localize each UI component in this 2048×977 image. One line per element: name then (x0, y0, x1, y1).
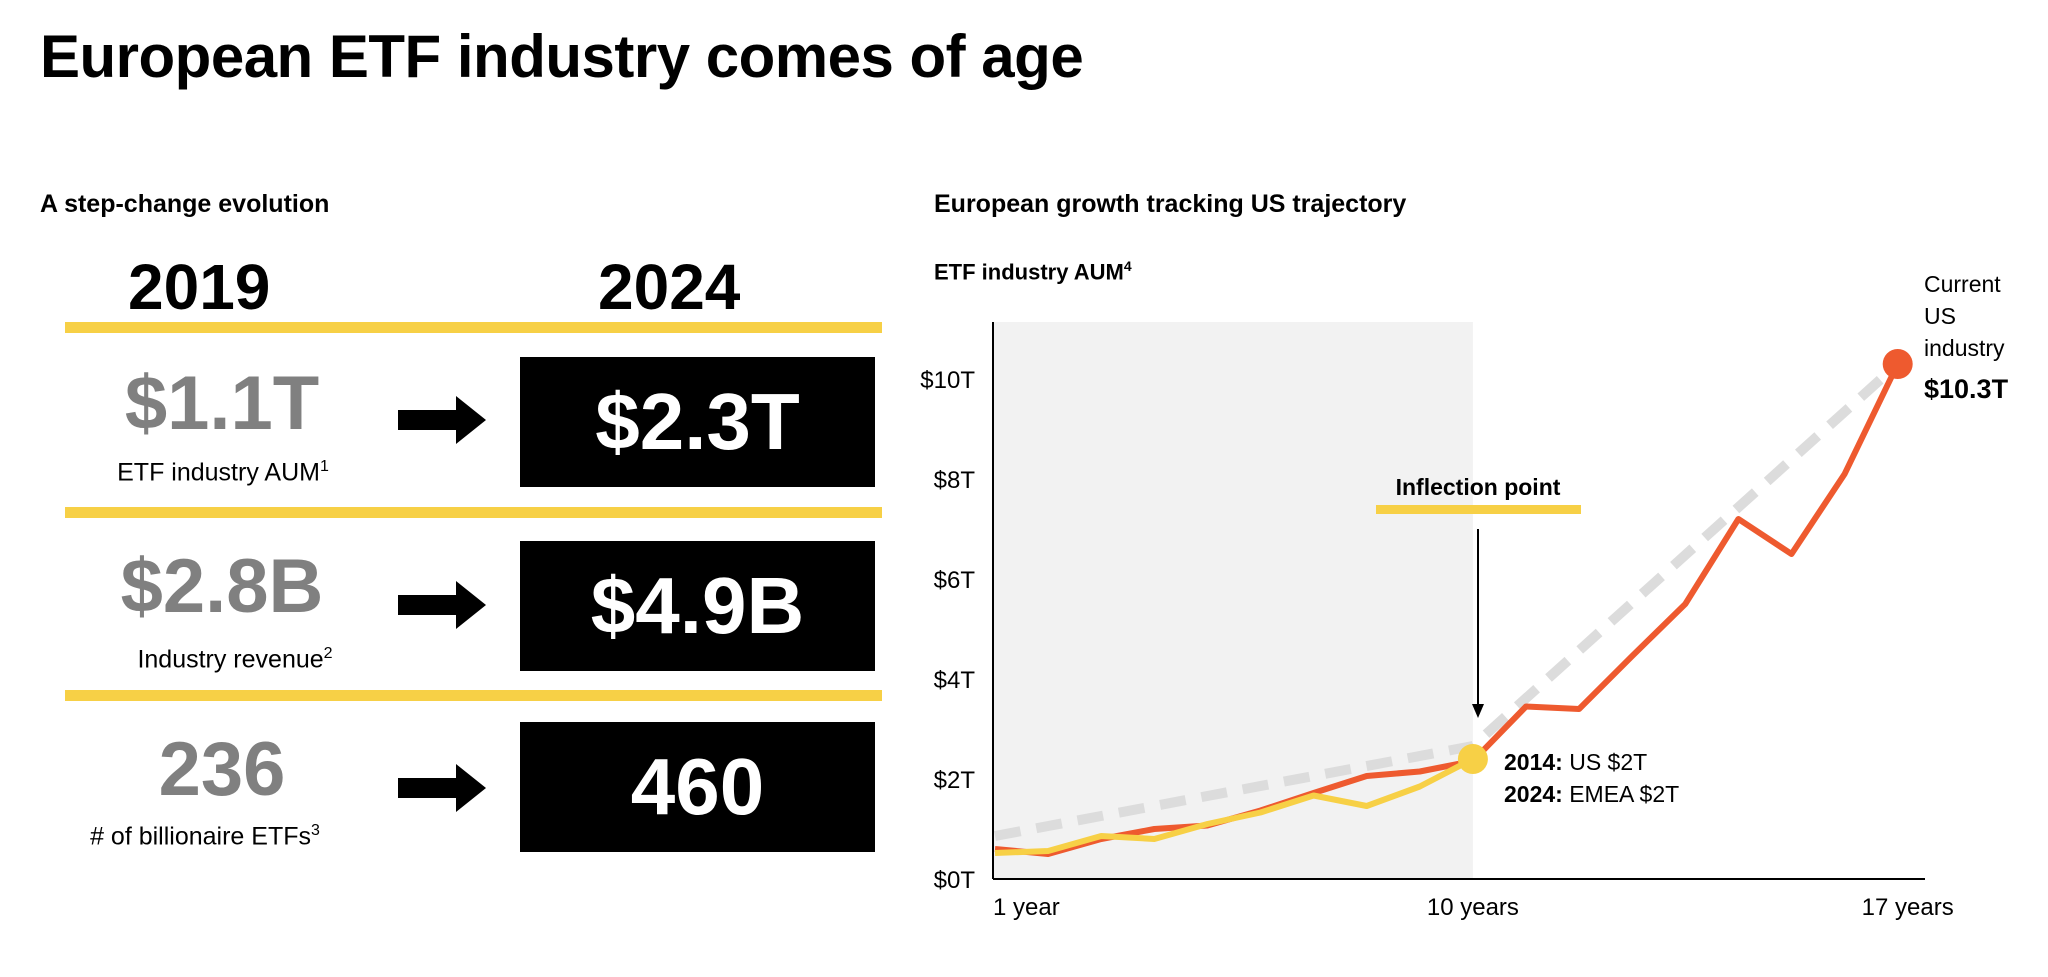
y-tick-label: $10T (920, 367, 975, 394)
metric-2019-aum: $1.1T (124, 361, 320, 446)
current-us-label: Current (1924, 271, 2001, 297)
divider-yellow (65, 322, 882, 333)
y-tick-label: $0T (934, 867, 976, 894)
arrow-down-icon (1472, 704, 1484, 718)
note-text: US $2T (1563, 749, 1647, 775)
chart-title: ETF industry AUM4 (934, 258, 1132, 285)
y-tick-label: $8T (934, 467, 976, 494)
inflection-note-2024: 2024: EMEA $2T (1504, 781, 1679, 807)
y-tick-label: $6T (934, 567, 976, 594)
metric-label-aum: ETF industry AUM1 (117, 458, 329, 487)
metric-label-billionaire-etfs: # of billionaire ETFs3 (90, 822, 320, 851)
year-from: 2019 (128, 251, 271, 323)
note-year: 2014: (1504, 749, 1563, 775)
note-year: 2024: (1504, 781, 1563, 807)
x-tick-label: 1 year (993, 894, 1060, 921)
divider-yellow (65, 690, 882, 701)
current-us-value: $10.3T (1924, 374, 2009, 404)
inflection-note-2014: 2014: US $2T (1504, 749, 1647, 775)
current-us-label: industry (1924, 335, 2005, 361)
inflection-underline (1376, 505, 1581, 514)
year-to: 2024 (598, 251, 741, 323)
divider-yellow (65, 507, 882, 518)
arrow-right-icon (398, 396, 486, 444)
metric-2024-aum: $2.3T (520, 357, 875, 487)
page-title: European ETF industry comes of age (40, 23, 1084, 90)
inflection-label: Inflection point (1396, 474, 1561, 500)
x-tick-label: 10 years (1427, 894, 1519, 921)
arrow-right-icon (398, 581, 486, 629)
us-series-line (994, 362, 1901, 857)
note-text: EMEA $2T (1563, 781, 1679, 807)
metric-2024-billionaire-etfs: 460 (520, 722, 875, 852)
y-tick-label: $4T (934, 667, 976, 694)
metric-2019-revenue: $2.8B (120, 544, 324, 629)
metric-2019-billionaire-etfs: 236 (158, 727, 286, 812)
left-heading: A step-change evolution (40, 190, 330, 218)
right-heading: European growth tracking US trajectory (934, 190, 1407, 218)
metric-2024-revenue: $4.9B (520, 541, 875, 671)
shaded-region (993, 322, 1473, 879)
y-tick-label: $2T (934, 767, 976, 794)
current-us-marker (1882, 349, 1913, 379)
x-tick-label: 17 years (1862, 894, 1954, 921)
current-us-label: US (1924, 303, 1956, 329)
metric-label-revenue: Industry revenue2 (137, 645, 333, 674)
emea-series-line (994, 756, 1475, 856)
arrow-right-icon (398, 764, 486, 812)
inflection-marker (1457, 744, 1488, 774)
